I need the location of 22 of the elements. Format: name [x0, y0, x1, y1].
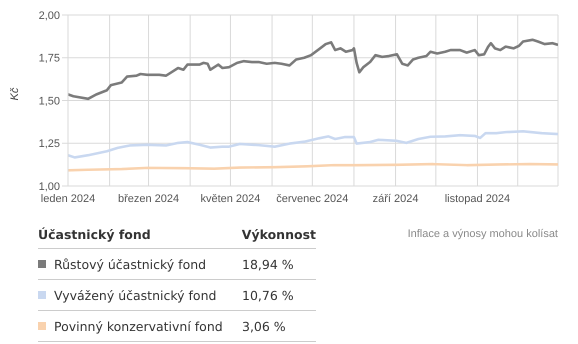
y-axis-title: Kč: [8, 87, 21, 100]
x-tick-label: listopad 2024: [444, 192, 510, 205]
line-series: [68, 162, 558, 172]
x-tick-label: červenec 2024: [276, 192, 348, 205]
x-tick-label: leden 2024: [40, 192, 96, 205]
text: 18,94 %: [242, 256, 294, 272]
text: Účastnický fond: [38, 226, 152, 242]
legend-label: Povinný konzervativní fond: [54, 318, 223, 334]
x-tick-label: březen 2024: [118, 192, 180, 205]
legend-label: Vyvážený účastnický fond: [54, 288, 216, 302]
y-tick-label: 1,50: [38, 95, 60, 108]
text: Inflace a výnosy mohou kolísat: [408, 228, 558, 240]
x-tick-label: září 2024: [372, 192, 418, 205]
text: 10,76 %: [242, 288, 294, 302]
y-tick-label: 2,00: [38, 10, 60, 22]
x-tick-label: květen 2024: [200, 192, 260, 205]
y-tick-label: 1,00: [38, 180, 60, 193]
text: Výkonnost: [242, 226, 316, 242]
text: 3,06 %: [242, 318, 286, 334]
y-tick-label: 1,75: [38, 52, 60, 65]
y-tick-label: 1,25: [38, 138, 60, 150]
legend-label: Růstový účastnický fond: [54, 256, 206, 272]
